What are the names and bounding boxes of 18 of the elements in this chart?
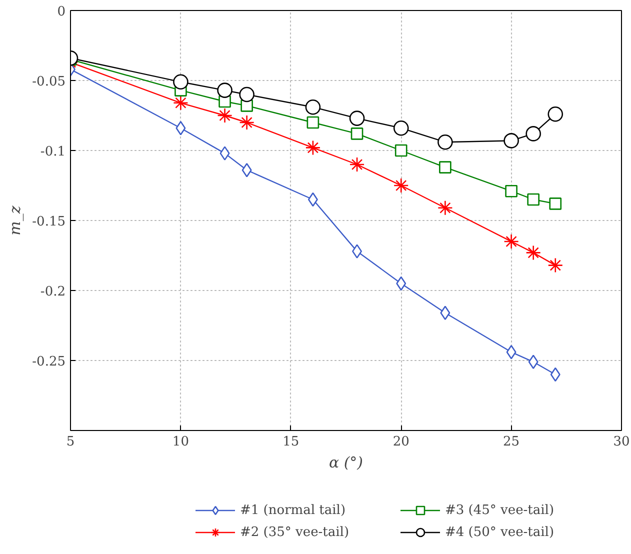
legend-label: #3 (45° vee-tail)	[445, 502, 554, 518]
y-tick-label: -0.25	[32, 354, 66, 370]
x-tick-label: 20	[392, 434, 410, 450]
y-tick-label: -0.15	[32, 214, 66, 230]
y-tick-label: -0.2	[40, 284, 66, 300]
legend-label: #4 (50° vee-tail)	[445, 524, 554, 540]
y-tick-label: -0.05	[32, 74, 66, 90]
x-tick-label: 15	[282, 434, 300, 450]
x-tick-label: 25	[503, 434, 520, 450]
x-tick-label: 30	[613, 434, 630, 450]
legend-label: #1 (normal tail)	[240, 502, 346, 518]
x-tick-label: 5	[66, 434, 75, 450]
x-tick-label: 10	[172, 434, 189, 450]
y-tick-label: -0.1	[40, 144, 66, 160]
legend-label: #2 (35° vee-tail)	[240, 524, 350, 540]
y-tick-label: 0	[57, 4, 66, 20]
x-axis-title: α (°)	[328, 454, 364, 472]
y-axis-title: m_z	[6, 206, 24, 236]
